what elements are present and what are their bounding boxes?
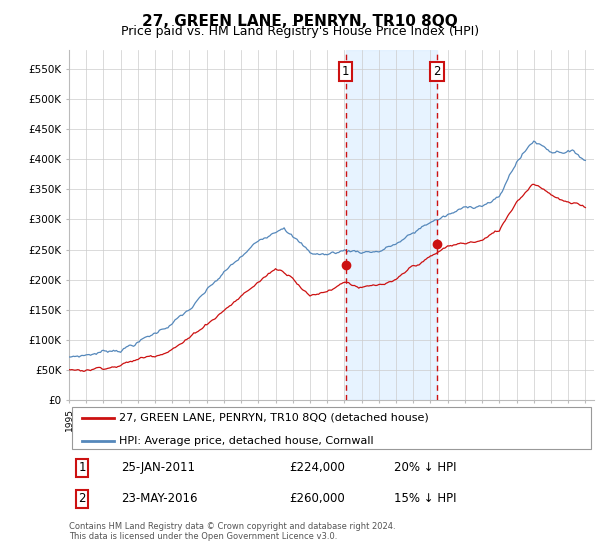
Bar	[346, 50, 437, 400]
Text: 1: 1	[342, 65, 349, 78]
Text: 27, GREEN LANE, PENRYN, TR10 8QQ (detached house): 27, GREEN LANE, PENRYN, TR10 8QQ (detach…	[119, 413, 428, 423]
Text: Price paid vs. HM Land Registry's House Price Index (HPI): Price paid vs. HM Land Registry's House …	[121, 25, 479, 38]
Text: Contains HM Land Registry data © Crown copyright and database right 2024.
This d: Contains HM Land Registry data © Crown c…	[69, 522, 395, 542]
Text: 27, GREEN LANE, PENRYN, TR10 8QQ: 27, GREEN LANE, PENRYN, TR10 8QQ	[142, 14, 458, 29]
FancyBboxPatch shape	[71, 407, 592, 449]
Text: 20% ↓ HPI: 20% ↓ HPI	[395, 461, 457, 474]
Text: 15% ↓ HPI: 15% ↓ HPI	[395, 492, 457, 505]
Text: 1: 1	[79, 461, 86, 474]
Text: 23-MAY-2016: 23-MAY-2016	[121, 492, 198, 505]
Text: 25-JAN-2011: 25-JAN-2011	[121, 461, 196, 474]
Text: 2: 2	[433, 65, 441, 78]
Text: £224,000: £224,000	[290, 461, 346, 474]
Text: HPI: Average price, detached house, Cornwall: HPI: Average price, detached house, Corn…	[119, 436, 373, 446]
Text: 2: 2	[79, 492, 86, 505]
Text: £260,000: £260,000	[290, 492, 345, 505]
